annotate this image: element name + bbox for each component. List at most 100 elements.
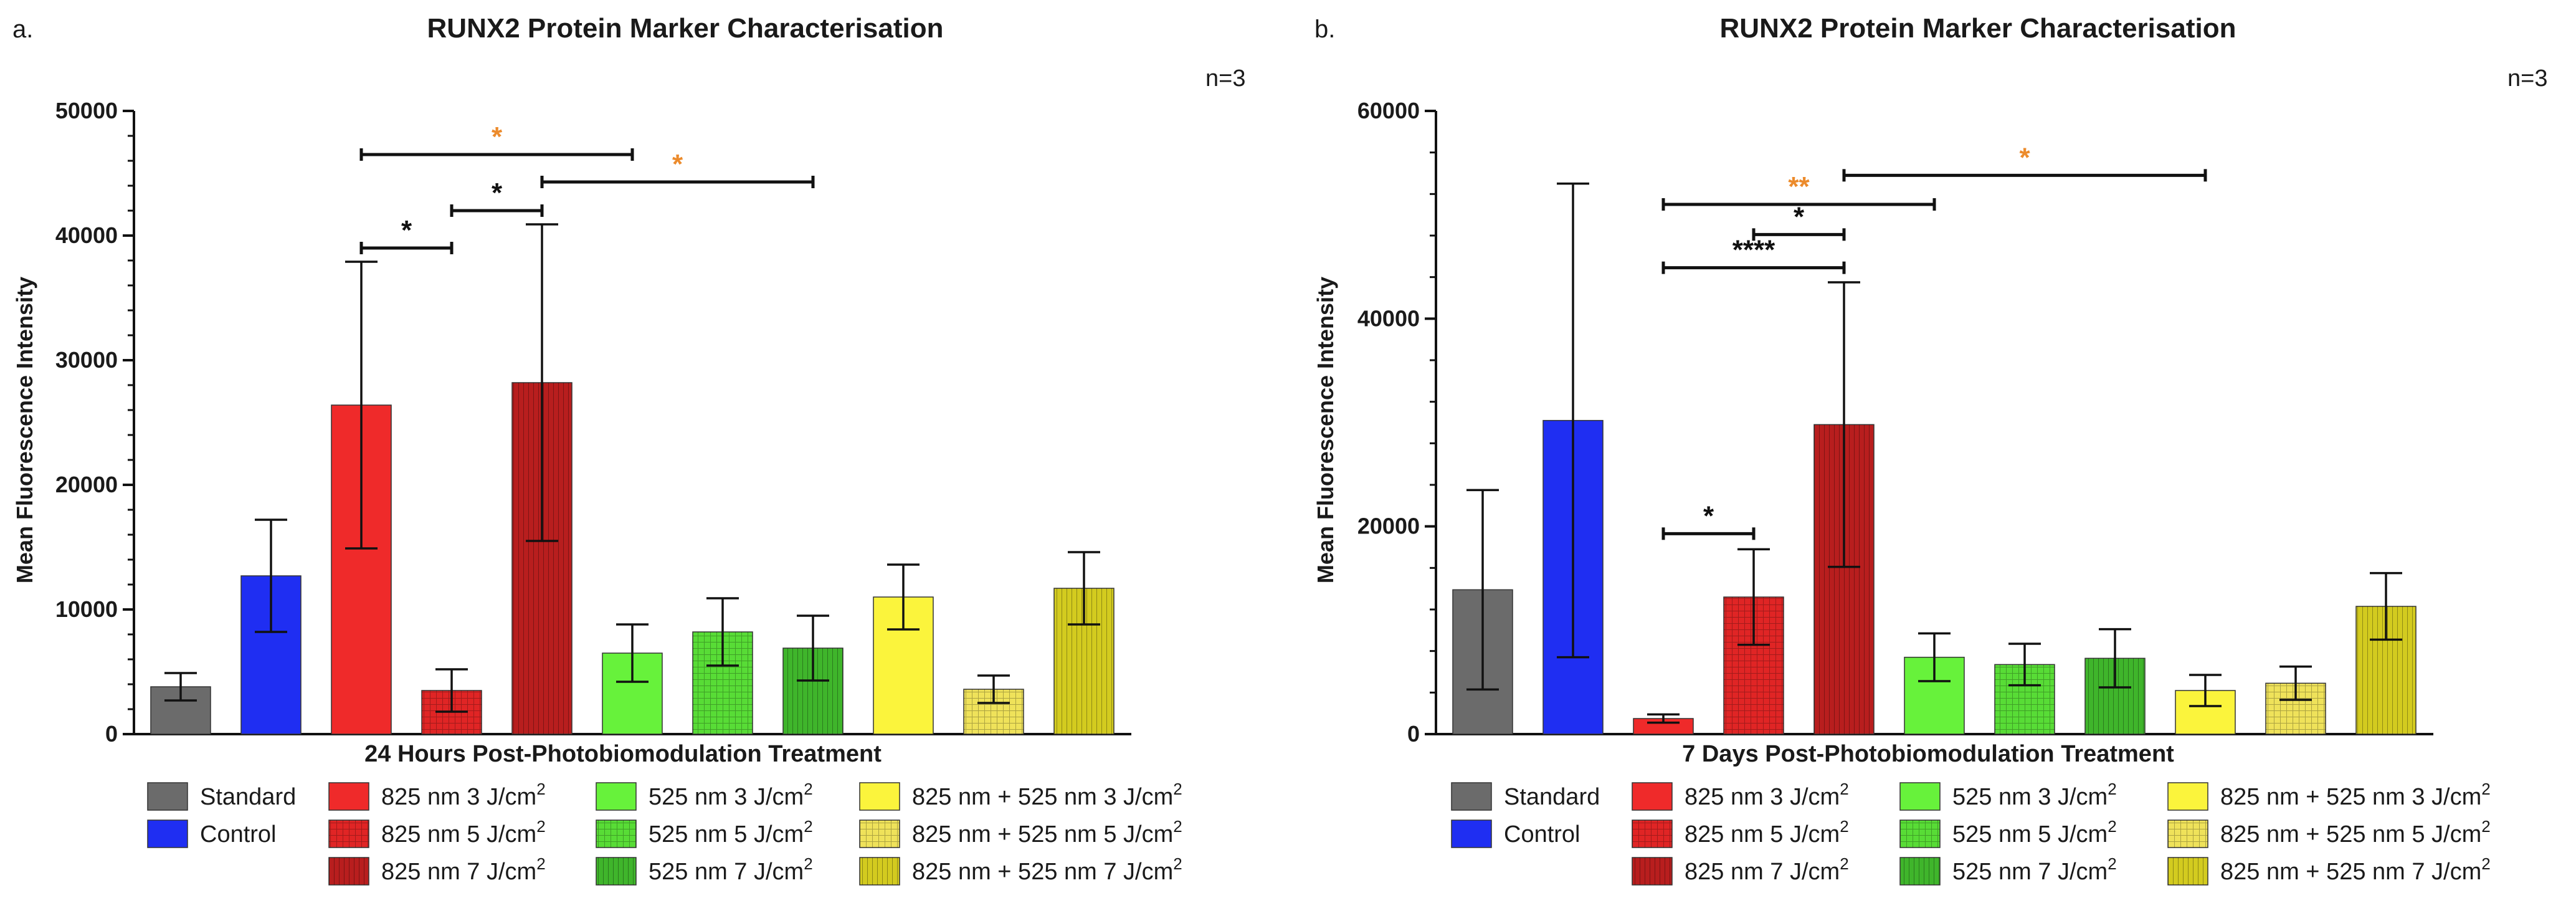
legend-label: Standard [1504, 784, 1600, 810]
legend-swatch-pattern [860, 858, 900, 885]
legend-label-superscript: 2 [2108, 854, 2116, 873]
legend-label-superscript: 2 [1840, 780, 1848, 798]
legend-label-superscript: 2 [536, 817, 545, 836]
legend-swatch [328, 782, 369, 811]
panel-b-n-annotation: n=3 [2507, 65, 2547, 92]
legend-label: Standard [200, 784, 296, 810]
legend-label: 525 nm 3 J/cm2 [1952, 780, 2117, 810]
legend-label: 525 nm 5 J/cm2 [649, 817, 813, 848]
legend-swatch-pattern [1900, 858, 1940, 885]
significance-label: ** [1788, 171, 1810, 202]
y-tick-label: 20000 [1357, 514, 1420, 539]
legend-swatch [1451, 782, 1492, 811]
legend-swatch-pattern [1900, 820, 1940, 848]
legend-label-text: Standard [1504, 784, 1600, 810]
legend-label-superscript: 2 [1173, 780, 1182, 798]
significance-label: * [672, 149, 683, 179]
panel-a-x-axis-label: 24 Hours Post-Photobiomodulation Treatme… [364, 741, 882, 767]
panel-a-chart: a. RUNX2 Protein Marker Characterisation… [12, 13, 1245, 886]
legend-label-superscript: 2 [1840, 854, 1848, 873]
legend-label: 825 nm 7 J/cm2 [381, 854, 546, 885]
legend-label: Control [200, 821, 277, 848]
legend-swatch-pattern [2168, 820, 2208, 848]
legend-label-superscript: 2 [2481, 817, 2490, 836]
legend-label-superscript: 2 [1173, 854, 1182, 873]
panel-b-label: b. [1314, 16, 1335, 43]
y-tick-label: 10000 [55, 596, 118, 622]
legend-swatch [1632, 782, 1673, 811]
legend-swatch-pattern [1632, 820, 1672, 848]
legend-label: Control [1504, 821, 1580, 848]
panel-a-label: a. [12, 16, 33, 43]
legend-label-text: 825 nm 7 J/cm [1685, 859, 1840, 885]
y-tick-label: 0 [1407, 721, 1420, 747]
legend-label: 525 nm 5 J/cm2 [1952, 817, 2117, 848]
significance-label: * [1703, 500, 1714, 531]
y-tick-label: 0 [105, 721, 118, 747]
panel-b-y-axis-label: Mean Fluorescence Intensity [1313, 277, 1338, 583]
panel-b-x-axis-label: 7 Days Post-Photobiomodulation Treatment [1682, 741, 2174, 767]
legend-swatch-pattern [596, 820, 636, 848]
y-tick-label: 20000 [55, 472, 118, 497]
legend-label-text: 825 nm + 525 nm 7 J/cm [912, 859, 1173, 885]
legend-label-text: 825 nm + 525 nm 5 J/cm [912, 821, 1173, 848]
legend-label: 825 nm + 525 nm 3 J/cm2 [2220, 780, 2491, 810]
legend-swatch [147, 819, 188, 848]
panel-a-n-annotation: n=3 [1205, 65, 1245, 92]
legend-swatch-pattern [596, 858, 636, 885]
legend-label-superscript: 2 [804, 854, 812, 873]
legend-label: 525 nm 7 J/cm2 [1952, 854, 2117, 885]
legend-swatch [596, 782, 637, 811]
legend-label: 825 nm 5 J/cm2 [381, 817, 546, 848]
legend-label-superscript: 2 [2481, 854, 2490, 873]
legend-label-text: 525 nm 3 J/cm [1952, 784, 2108, 810]
legend-label-text: 525 nm 5 J/cm [649, 821, 804, 848]
legend-label-text: Standard [200, 784, 296, 810]
legend-swatch-pattern [860, 820, 900, 848]
legend-label-text: 525 nm 3 J/cm [649, 784, 804, 810]
legend-swatch [1899, 782, 1941, 811]
legend-label: 825 nm + 525 nm 5 J/cm2 [2220, 817, 2491, 848]
y-tick-label: 50000 [55, 98, 118, 123]
legend-swatch-pattern [329, 858, 369, 885]
legend-label-text: 525 nm 7 J/cm [649, 859, 804, 885]
legend-label-text: 825 nm + 525 nm 3 J/cm [2220, 784, 2481, 810]
legend-swatch [1451, 819, 1492, 848]
legend-label: 825 nm 3 J/cm2 [381, 780, 546, 810]
legend-label-text: 525 nm 5 J/cm [1952, 821, 2108, 848]
legend-label: 825 nm + 525 nm 3 J/cm2 [912, 780, 1182, 810]
y-tick-label: 40000 [55, 222, 118, 248]
legend-label-text: 825 nm 5 J/cm [381, 821, 536, 848]
legend-swatch-pattern [1632, 858, 1672, 885]
panel-a-title: RUNX2 Protein Marker Characterisation [427, 13, 944, 44]
bar [873, 596, 934, 735]
legend-swatch [859, 782, 900, 811]
legend-label: 525 nm 7 J/cm2 [649, 854, 813, 885]
significance-label: * [492, 122, 503, 152]
legend-label-text: 825 nm 7 J/cm [381, 859, 536, 885]
legend-swatch-pattern [2168, 858, 2208, 885]
legend-label-superscript: 2 [1173, 817, 1182, 836]
legend-label: 825 nm 3 J/cm2 [1685, 780, 1849, 810]
legend-label-superscript: 2 [2481, 780, 2490, 798]
legend-label-text: 825 nm 5 J/cm [1685, 821, 1840, 848]
legend-swatch [147, 782, 188, 811]
legend-label-text: Control [1504, 821, 1580, 848]
legend-label-text: 525 nm 7 J/cm [1952, 859, 2108, 885]
legend-label-text: 825 nm 3 J/cm [381, 784, 536, 810]
significance-label: * [1794, 201, 1805, 232]
panel-b-chart: b. RUNX2 Protein Marker Characterisation… [1313, 13, 2547, 886]
legend-label-superscript: 2 [536, 780, 545, 798]
y-tick-label: 40000 [1357, 305, 1420, 331]
legend-label: 825 nm + 525 nm 5 J/cm2 [912, 817, 1182, 848]
legend-label-superscript: 2 [804, 817, 812, 836]
significance-label: * [2019, 142, 2030, 173]
legend-label-text: 825 nm + 525 nm 7 J/cm [2220, 859, 2481, 885]
legend-label-text: 825 nm 3 J/cm [1685, 784, 1840, 810]
legend-label-superscript: 2 [804, 780, 812, 798]
legend-label: 825 nm + 525 nm 7 J/cm2 [912, 854, 1182, 885]
panel-b-title: RUNX2 Protein Marker Characterisation [1720, 13, 2236, 44]
